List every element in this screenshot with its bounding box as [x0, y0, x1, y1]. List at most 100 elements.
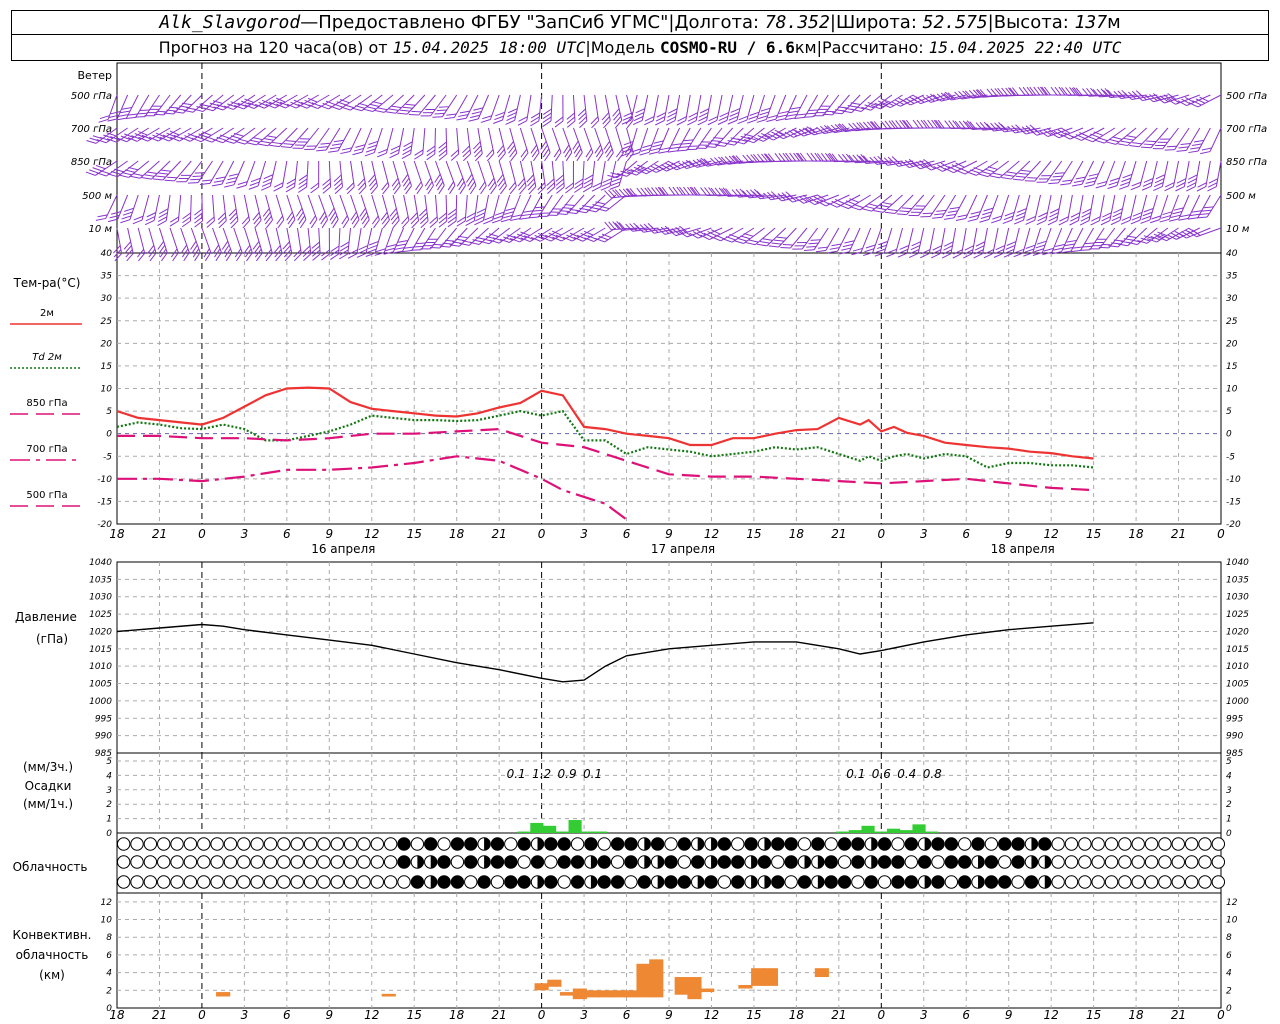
wind-barb-flag [844, 240, 855, 244]
pres-ytick-right: 1005 [1226, 680, 1249, 690]
wind-barb-staff [1197, 127, 1211, 152]
wind-barb-flag [1090, 87, 1098, 97]
wind-barb-staff [1098, 227, 1116, 250]
wind-barb-flag [586, 152, 594, 162]
wind-barb-flag [183, 109, 194, 113]
wind-barb-staff [265, 227, 273, 254]
wind-barb [871, 94, 903, 110]
wind-barb-flag [623, 112, 634, 117]
wind-barb-flag [180, 137, 191, 142]
temp-ytick-left: -20 [97, 520, 112, 530]
wind-barb-flag [429, 216, 438, 224]
wind-barb-flag [203, 248, 210, 258]
wind-barb-staff [951, 94, 977, 101]
prec-ytick-right: 0 [1226, 829, 1232, 839]
wind-barb-flag [1011, 87, 1019, 96]
temp-time-tick-label: 0 [877, 527, 885, 541]
wind-barb-flag [920, 119, 928, 129]
wind-barb [298, 160, 309, 193]
wind-barb-flag [403, 141, 413, 148]
wind-barb-flag [234, 248, 242, 258]
wind-barb-flag [681, 142, 692, 145]
wind-barb-flag [697, 120, 707, 126]
wind-barb-flag [908, 214, 919, 217]
wind-barb-flag [841, 153, 850, 163]
wind-barb-flag [831, 200, 841, 206]
cloud-cover-fill [931, 837, 945, 851]
cloud-cover-circle [250, 837, 264, 851]
wind-barb-flag [1066, 239, 1077, 243]
wind-barb-staff [1088, 194, 1095, 221]
cloud-cover-circle [343, 875, 358, 889]
wind-barb-flag [721, 188, 729, 197]
wind-barb-flag [623, 140, 634, 146]
wind-barb-flag [883, 157, 892, 166]
wind-barb-staff [675, 227, 701, 237]
conv-time-tick-label: 9 [665, 1008, 673, 1022]
wind-barb-staff [832, 94, 850, 116]
wind-barb-flag [283, 245, 291, 254]
cloud-cover-circle [277, 837, 291, 851]
conv-cloud-bar [598, 990, 613, 998]
wind-barb [434, 160, 445, 195]
wind-barb [234, 94, 266, 110]
wind-barb-flag [520, 148, 528, 158]
wind-barb-flag [352, 151, 363, 156]
wind-barb [1175, 160, 1190, 192]
wind-barb [805, 194, 840, 206]
wind-barb-flag [983, 253, 994, 259]
wind-barb [462, 127, 472, 162]
wind-barb [1176, 127, 1201, 152]
wind-barb-flag [782, 152, 790, 162]
wind-barb [555, 160, 565, 194]
wind-barb-flag [862, 155, 871, 164]
wind-barb-staff [666, 160, 691, 172]
wind-barb-flag [427, 238, 438, 240]
wind-barb-flag [1084, 242, 1095, 245]
wind-barb-flag [615, 148, 623, 158]
wind-barb [530, 94, 543, 127]
wind-barb-flag [754, 188, 762, 197]
wind-barb-staff [538, 94, 543, 121]
wind-barb-flag [648, 151, 659, 155]
wind-barb-staff [928, 227, 935, 254]
wind-barb-flag [138, 136, 148, 142]
wind-barb-flag [859, 122, 867, 131]
precip-3h-total: 1.2 [532, 767, 551, 781]
cloud-cover-fill [784, 855, 798, 869]
wind-barb-flag [704, 187, 712, 196]
wind-barb-staff [1215, 160, 1222, 187]
cloud-cover-half [484, 855, 491, 869]
wind-barb-flag [1188, 150, 1199, 154]
wind-barb-flag [850, 206, 861, 211]
wind-barb-flag [318, 211, 326, 221]
wind-barb-staff [158, 227, 168, 253]
cloud-cover-circle [877, 875, 892, 889]
wind-barb [419, 194, 429, 229]
wind-barb-staff [439, 227, 458, 249]
wind-barb-flag [555, 152, 562, 162]
wind-barb [98, 94, 118, 123]
wind-barb [262, 194, 273, 229]
wind-barb-flag [839, 251, 850, 255]
wind-barb-flag [818, 108, 829, 110]
wind-barb [365, 227, 383, 257]
wind-barb-flag [216, 104, 227, 109]
wind-barb-flag [473, 107, 484, 111]
wind-barb-flag [225, 252, 233, 262]
wind-barb [235, 127, 266, 145]
precip-1h-bar [899, 830, 913, 833]
wind-barb-staff [482, 194, 490, 221]
cloud-cover-circle [1011, 875, 1025, 889]
wind-barb-staff [403, 194, 410, 221]
wind-barb-flag [693, 186, 701, 196]
cloud-cover-fill [1011, 855, 1025, 869]
wind-barb-staff [910, 94, 935, 106]
wind-barb-flag [884, 211, 895, 215]
wind-barb-flag [644, 116, 655, 122]
precip-3h-total: 0.8 [923, 767, 942, 781]
wind-barb-staff [254, 194, 262, 221]
conv-cloud-bar [649, 959, 664, 998]
wind-barb-flag [95, 217, 106, 221]
wind-barb-flag [1098, 246, 1109, 249]
